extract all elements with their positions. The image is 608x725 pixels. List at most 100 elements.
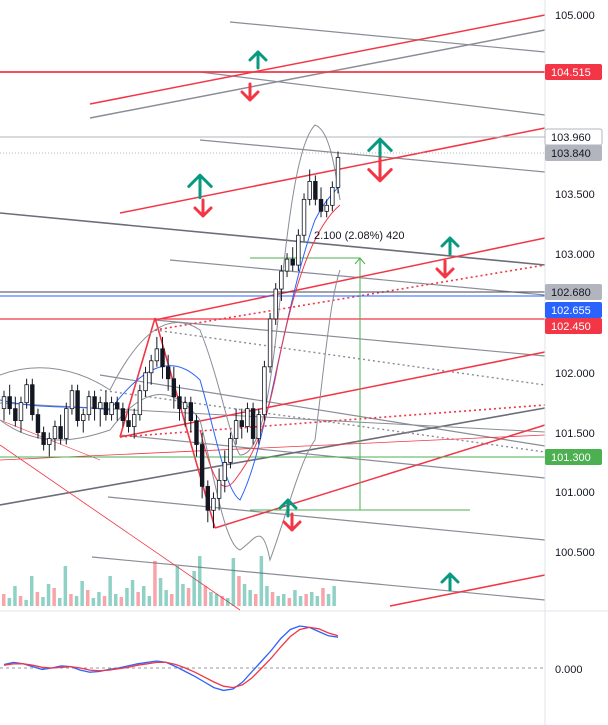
candle-body <box>154 348 160 362</box>
volume-bar <box>69 594 73 606</box>
price-label-badge <box>545 145 602 161</box>
candle-body <box>216 479 222 499</box>
candle-body <box>256 414 261 439</box>
trend-line <box>0 434 546 461</box>
candle-body <box>307 181 312 200</box>
trend-line <box>99 374 546 447</box>
volume-bar <box>332 586 336 606</box>
macd-series-line <box>3 626 339 689</box>
arrow-up-icon <box>440 572 460 592</box>
arrow-down-icon <box>435 259 455 279</box>
volume-bar <box>102 596 107 606</box>
candle-body <box>194 420 199 445</box>
y-tick: 101.500 <box>555 428 595 440</box>
candle-body <box>115 402 120 410</box>
candle-body <box>109 402 114 416</box>
volume-bar <box>170 594 174 606</box>
trend-line <box>119 127 546 214</box>
price-label-text: 102.655 <box>551 305 591 317</box>
volume-bar <box>259 556 264 606</box>
trend-line <box>119 351 546 438</box>
candle-body <box>330 187 335 206</box>
trend-line <box>199 71 546 116</box>
volume-bar <box>130 580 135 606</box>
y-tick: 103.500 <box>555 189 595 201</box>
price-axis: 105.000 103.500 103.000 102.000 101.500 … <box>544 0 595 725</box>
volume-bar <box>125 588 129 606</box>
candle-body <box>205 485 210 511</box>
candle-body <box>296 234 301 266</box>
volume-bar <box>293 590 297 606</box>
candle-body <box>64 408 69 439</box>
volume-bar <box>114 594 118 606</box>
volume-bar <box>315 596 320 606</box>
volume-bar <box>282 594 286 606</box>
volume-bar <box>108 576 112 606</box>
candle-body <box>267 318 273 368</box>
candle-body <box>228 438 233 463</box>
volume-bar <box>2 594 6 606</box>
volume-bar <box>198 556 202 606</box>
bollinger-upper <box>0 124 341 456</box>
trend-line <box>0 212 546 266</box>
candle-body <box>290 258 295 266</box>
candle-body <box>245 408 250 427</box>
arrow-up-icon <box>440 236 460 256</box>
arrow-down-icon <box>367 156 393 183</box>
trend-line <box>91 556 546 601</box>
candle-body <box>199 444 205 487</box>
candle-body <box>177 396 182 410</box>
candle-body <box>222 462 227 481</box>
candle-body <box>148 360 154 374</box>
volume-bar <box>186 588 191 606</box>
price-label-text: 103.840 <box>551 148 591 160</box>
volume-bar <box>13 586 17 606</box>
candle-body <box>13 408 18 421</box>
candle-body <box>211 497 216 511</box>
volume-bar <box>231 558 236 606</box>
price-labels: 104.515 103.960 103.840 102.680 102.655 102.4… <box>544 64 603 465</box>
volume-bar <box>136 592 140 606</box>
volume-bar <box>242 584 247 606</box>
volume-bar <box>41 597 45 606</box>
candle-body <box>35 414 41 433</box>
drawing-layer <box>0 14 546 611</box>
macd-pane <box>0 610 608 692</box>
candle-body <box>239 420 244 427</box>
volume-bar <box>265 586 269 606</box>
candle-body <box>120 408 126 421</box>
price-label-badge <box>545 318 602 334</box>
volume-bar <box>147 596 152 606</box>
candle-body <box>132 414 137 427</box>
candle-body <box>7 396 12 410</box>
volume-bar <box>270 592 275 606</box>
trend-line <box>89 14 546 105</box>
candle-body <box>279 270 284 290</box>
volume-bar <box>7 598 12 606</box>
candle-body <box>233 420 239 439</box>
volume-bar <box>276 596 280 606</box>
candle-body <box>81 414 86 421</box>
volume-bar <box>287 598 292 606</box>
volume-bar <box>298 596 303 606</box>
measure-arrow <box>354 257 366 265</box>
candle-body <box>171 378 177 398</box>
volume-bar <box>214 594 219 606</box>
candle-body <box>75 390 80 421</box>
volume-bar <box>18 596 23 606</box>
volume-bar <box>80 581 84 606</box>
candles <box>1 151 341 529</box>
volume-bar <box>91 598 96 606</box>
price-label-text: 102.450 <box>551 321 591 333</box>
price-label-badge <box>545 449 602 465</box>
price-label-text: 104.515 <box>551 67 591 79</box>
candle-body <box>52 426 58 439</box>
candle-body <box>98 402 103 410</box>
trend-line <box>89 29 546 119</box>
y-tick: 102.000 <box>555 368 595 380</box>
y-tick: 105.000 <box>555 10 595 22</box>
candle-body <box>250 408 256 439</box>
candle-body <box>313 181 318 200</box>
macd-zero-label: 0.000 <box>555 664 583 676</box>
